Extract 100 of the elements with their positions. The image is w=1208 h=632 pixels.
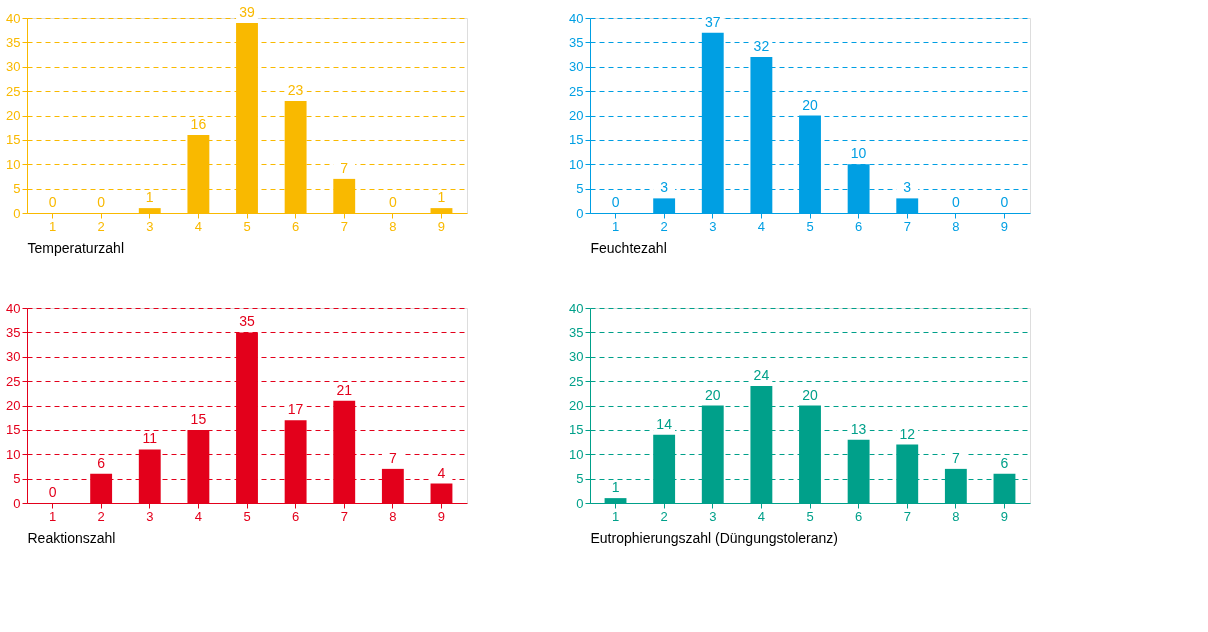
x-tick-label: 9	[1000, 508, 1009, 524]
data-label: 20	[704, 386, 721, 403]
x-tick-label: 9	[437, 508, 446, 524]
x-axis-title: Reaktionszahl	[27, 529, 116, 546]
data-label: 32	[753, 38, 770, 54]
data-label: 0	[611, 194, 620, 210]
data-label: 24	[753, 367, 770, 383]
data-label: 1	[145, 189, 154, 206]
x-tick-label: 2	[97, 508, 105, 524]
y-tick-label: 15	[6, 132, 21, 148]
y-tick-label: 20	[569, 398, 584, 413]
data-label: 11	[142, 430, 158, 447]
data-label: 0	[951, 194, 960, 210]
y-tick-label: 10	[569, 446, 584, 462]
y-tick-label: 25	[569, 373, 584, 389]
data-label: 0	[388, 194, 397, 210]
x-tick-label: 8	[389, 218, 397, 234]
data-label: 0	[97, 194, 106, 210]
y-tick-label: 10	[569, 156, 584, 172]
data-label: 37	[704, 13, 721, 30]
data-label: 12	[899, 425, 916, 442]
y-tick-label: 25	[6, 373, 21, 389]
data-label: 20	[802, 96, 818, 113]
y-tick-label: 30	[569, 349, 584, 365]
x-axis-title: Feuchtezahl	[590, 239, 667, 256]
x-tick-label: 2	[660, 218, 668, 234]
x-tick-label: 7	[903, 508, 911, 524]
data-label: 0	[48, 194, 57, 210]
y-tick-label: 0	[13, 205, 21, 221]
x-tick-label: 2	[97, 218, 105, 234]
x-tick-label: 3	[709, 218, 717, 234]
y-tick-label: 0	[576, 495, 584, 511]
y-tick-label: 30	[6, 59, 21, 75]
data-label: 16	[190, 116, 207, 132]
y-tick-label: 15	[569, 422, 584, 438]
data-label: 4	[437, 464, 446, 481]
y-tick-label: 40	[6, 10, 21, 26]
x-axis-title: Eutrophierungszahl (Düngungstoleranz)	[590, 529, 838, 546]
data-label: 13	[850, 420, 867, 437]
x-tick-label: 6	[855, 508, 863, 524]
data-label: 7	[951, 449, 960, 466]
x-tick-label: 9	[1000, 218, 1009, 234]
y-tick-label: 5	[576, 471, 584, 487]
x-tick-label: 3	[146, 508, 154, 524]
x-tick-label: 1	[611, 508, 620, 524]
data-label: 7	[388, 449, 397, 466]
x-tick-label: 5	[806, 508, 814, 524]
data-label: 35	[239, 313, 255, 330]
x-tick-label: 3	[146, 218, 154, 234]
y-tick-label: 40	[6, 300, 21, 316]
y-tick-label: 20	[6, 108, 21, 123]
x-tick-label: 6	[292, 508, 300, 524]
data-label: 23	[287, 81, 304, 98]
data-label: 21	[336, 381, 353, 398]
data-label: 10	[850, 145, 867, 162]
x-tick-label: 7	[340, 508, 348, 524]
y-tick-label: 35	[569, 34, 584, 50]
y-tick-label: 5	[13, 181, 21, 197]
y-tick-label: 15	[569, 132, 584, 148]
y-tick-label: 35	[6, 34, 21, 50]
data-label: 0	[1000, 194, 1009, 210]
x-tick-label: 8	[952, 508, 960, 524]
x-tick-label: 4	[757, 508, 765, 524]
x-tick-label: 4	[194, 508, 202, 524]
x-tick-label: 2	[660, 508, 668, 524]
y-tick-label: 20	[569, 108, 584, 123]
data-label: 1	[611, 479, 620, 496]
y-tick-label: 40	[569, 300, 584, 316]
x-axis-title: Temperaturzahl	[27, 239, 124, 256]
x-tick-label: 6	[855, 218, 863, 234]
y-tick-label: 25	[6, 83, 21, 99]
y-tick-label: 0	[13, 495, 21, 511]
x-tick-label: 4	[194, 218, 202, 234]
y-tick-label: 30	[6, 349, 21, 365]
x-tick-label: 5	[243, 218, 251, 234]
data-label: 20	[802, 386, 818, 403]
x-tick-label: 8	[389, 508, 397, 524]
data-label: 0	[48, 484, 57, 500]
data-label: 39	[239, 3, 255, 20]
x-tick-label: 1	[48, 508, 57, 524]
y-tick-label: 40	[569, 10, 584, 26]
data-label: 6	[97, 454, 106, 471]
x-tick-label: 7	[903, 218, 911, 234]
y-tick-label: 20	[6, 398, 21, 413]
x-tick-label: 5	[243, 508, 251, 524]
data-label: 1	[437, 189, 446, 206]
x-tick-label: 6	[292, 218, 300, 234]
x-tick-label: 4	[757, 218, 765, 234]
x-tick-label: 8	[952, 218, 960, 234]
y-tick-label: 35	[569, 324, 584, 340]
x-tick-label: 3	[709, 508, 717, 524]
data-label: 6	[1000, 454, 1009, 471]
data-label: 3	[660, 179, 669, 196]
data-label: 3	[903, 179, 912, 196]
y-tick-label: 30	[569, 59, 584, 75]
y-tick-label: 35	[6, 324, 21, 340]
data-label: 17	[287, 401, 304, 418]
data-label: 15	[190, 410, 207, 427]
x-tick-label: 7	[340, 218, 348, 234]
y-tick-label: 10	[6, 156, 21, 172]
